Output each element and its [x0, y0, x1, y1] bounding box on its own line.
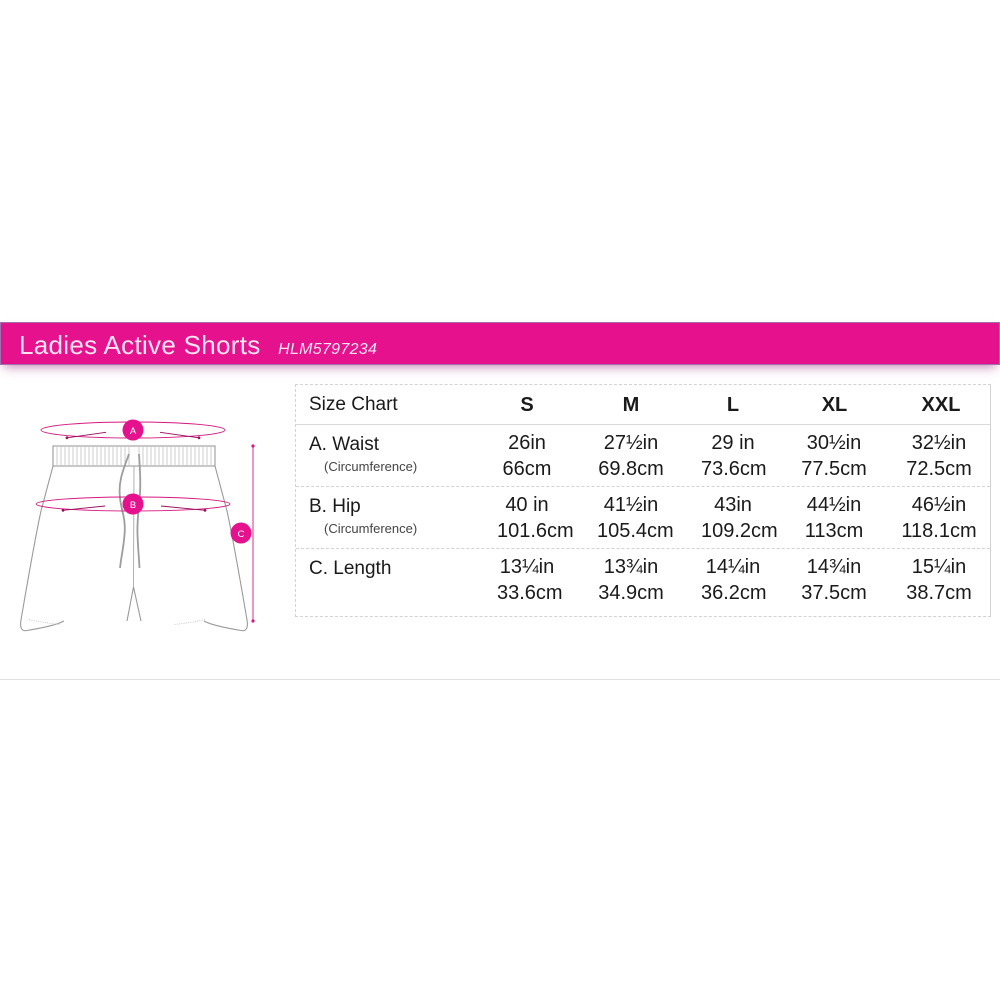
svg-text:A: A — [130, 426, 137, 437]
svg-text:B: B — [130, 500, 136, 511]
svg-text:C: C — [238, 529, 245, 540]
